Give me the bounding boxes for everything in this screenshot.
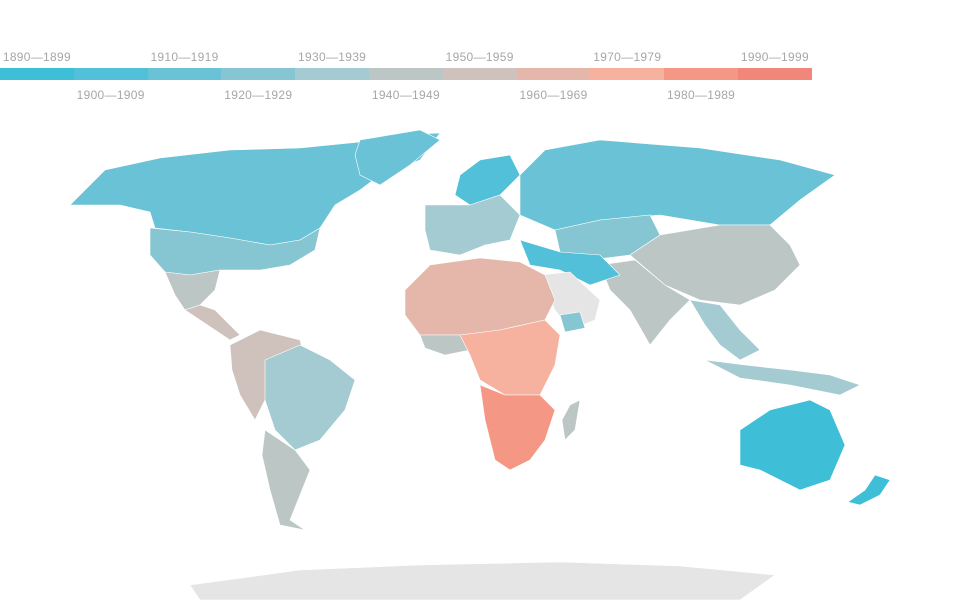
region-china[interactable]: [629, 224, 801, 306]
legend-label: 1890—1899: [2, 50, 71, 64]
legend: 1890—1899 1900—1909 1910—1919 1920—1929 1930…: [0, 48, 960, 108]
legend-label: 1940—1949: [371, 88, 440, 102]
region-west-africa[interactable]: [419, 334, 471, 356]
region-middle-east[interactable]: [519, 239, 621, 286]
legend-label: 1930—1939: [298, 50, 367, 64]
region-yemen[interactable]: [559, 311, 586, 333]
legend-swatch: [0, 68, 75, 80]
region-brazil[interactable]: [264, 344, 356, 451]
legend-swatch: [369, 68, 444, 80]
region-southeast-asia[interactable]: [689, 299, 761, 361]
region-northern-europe[interactable]: [454, 154, 521, 206]
region-new-zealand[interactable]: [847, 474, 891, 506]
legend-swatch: [442, 68, 518, 80]
legend-label: 1950—1959: [445, 50, 514, 64]
legend-label: 1990—1999: [740, 50, 809, 64]
legend-swatch: [664, 68, 739, 80]
legend-swatch: [738, 68, 813, 80]
legend-label: 1910—1919: [150, 50, 219, 64]
legend-swatch: [295, 68, 370, 80]
region-indonesia[interactable]: [704, 359, 861, 396]
legend-label: 1980—1989: [667, 88, 736, 102]
region-russia[interactable]: [519, 139, 836, 231]
legend-swatch: [516, 68, 591, 80]
world-map: [69, 129, 891, 600]
legend-swatch: [221, 68, 296, 80]
region-australia[interactable]: [739, 399, 846, 491]
region-mexico[interactable]: [164, 269, 221, 311]
region-central-america[interactable]: [184, 304, 241, 341]
region-north-africa[interactable]: [404, 257, 556, 336]
region-greenland[interactable]: [354, 129, 441, 186]
legend-swatch: [73, 68, 149, 80]
legend-label: 1920—1929: [224, 88, 293, 102]
region-canada[interactable]: [69, 132, 441, 246]
legend-swatch: [147, 68, 222, 80]
region-india[interactable]: [599, 259, 691, 346]
legend-label: 1960—1969: [519, 88, 588, 102]
region-arabian-peninsula[interactable]: [539, 271, 601, 331]
region-western-europe[interactable]: [424, 194, 521, 256]
region-antarctica: [189, 561, 776, 600]
region-southern-africa[interactable]: [479, 384, 556, 471]
region-madagascar[interactable]: [561, 399, 581, 441]
legend-label: 1900—1909: [76, 88, 145, 102]
region-central-africa[interactable]: [459, 319, 561, 396]
region-southern-cone[interactable]: [261, 429, 311, 531]
legend-label: 1970—1979: [593, 50, 662, 64]
legend-swatch: [590, 68, 665, 80]
